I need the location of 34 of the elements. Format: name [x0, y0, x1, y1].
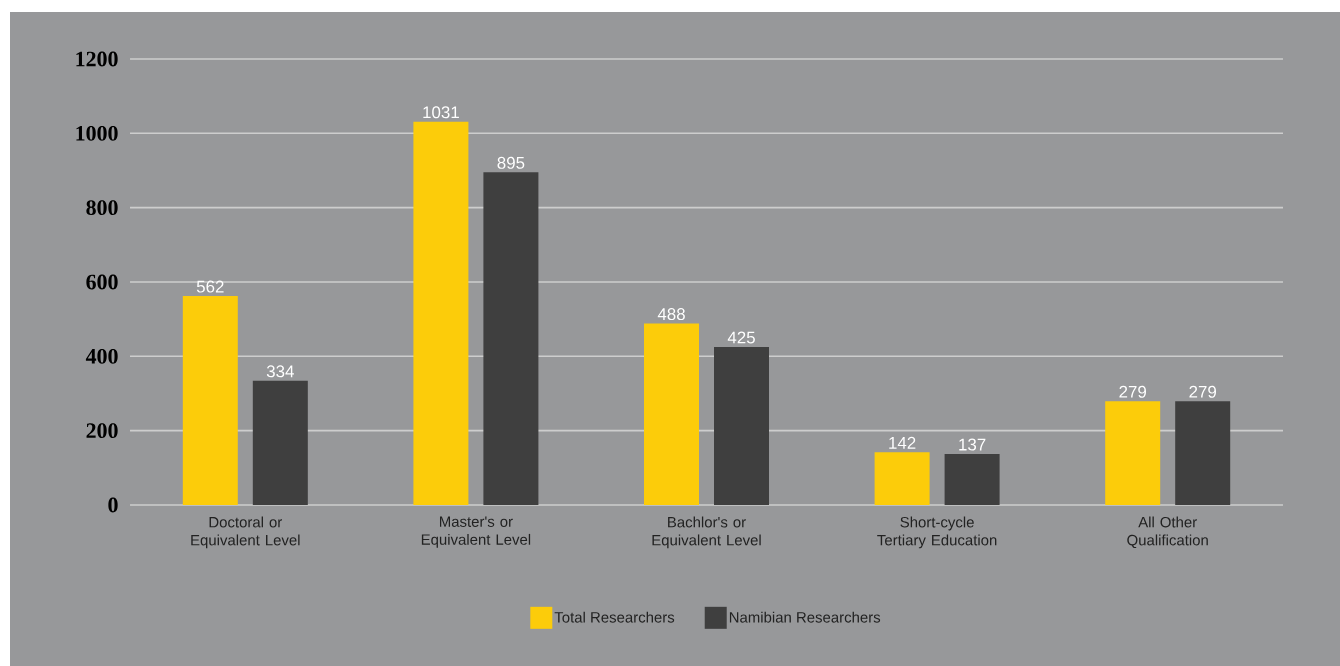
x-tick-label: Short-cycle Tertiary Education — [877, 516, 997, 549]
data-label: 279 — [1119, 385, 1147, 398]
data-label: 137 — [959, 438, 986, 451]
data-label: 334 — [266, 365, 294, 378]
bar — [644, 323, 699, 505]
bar — [182, 296, 238, 505]
bar — [1175, 401, 1231, 505]
bar — [944, 454, 1000, 505]
data-label: 488 — [657, 308, 685, 321]
y-tick-label: 1200 — [76, 51, 118, 67]
bar — [483, 172, 539, 505]
legend-label: Namibian Researchers — [729, 611, 881, 623]
y-tick-label: 200 — [86, 423, 118, 439]
y-tick-label: 400 — [85, 348, 118, 364]
bar — [1105, 401, 1161, 505]
data-label: 142 — [889, 436, 916, 449]
legend-label: Total Researchers — [554, 611, 675, 623]
x-tick-label: Doctoral or Equivalent Level — [191, 516, 300, 549]
bar — [874, 452, 930, 505]
data-label: 1031 — [423, 106, 459, 119]
x-tick-label: All Other Qualification — [1127, 516, 1208, 549]
y-tick-label: 800 — [86, 200, 118, 216]
data-label: 425 — [727, 331, 755, 344]
y-tick-label: 0 — [108, 497, 118, 513]
bar — [413, 121, 469, 505]
y-tick-label: 600 — [86, 274, 118, 290]
bar — [252, 380, 308, 505]
data-label: 895 — [497, 156, 525, 169]
bar — [714, 347, 770, 505]
data-label: 562 — [196, 280, 224, 293]
data-label: 279 — [1189, 385, 1217, 398]
y-tick-label: 1000 — [76, 125, 118, 141]
x-tick-label: Master's or Equivalent Level — [421, 516, 531, 548]
x-tick-label: Bachlor's or Equivalent Level — [652, 516, 761, 549]
